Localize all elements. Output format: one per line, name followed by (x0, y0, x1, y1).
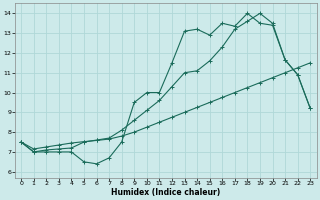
X-axis label: Humidex (Indice chaleur): Humidex (Indice chaleur) (111, 188, 220, 197)
